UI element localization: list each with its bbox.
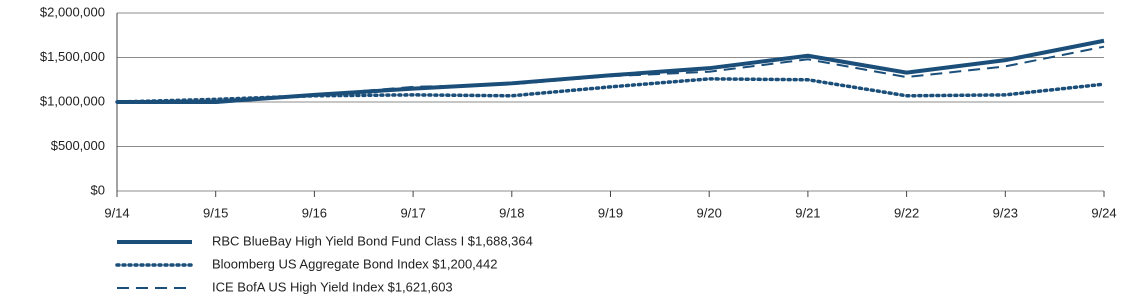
x-tick-label: 9/15 [203, 205, 228, 220]
x-tick-label: 9/24 [1091, 205, 1116, 220]
x-tick-label: 9/18 [499, 205, 524, 220]
y-tick-label: $500,000 [51, 138, 105, 153]
x-tick-label: 9/22 [894, 205, 919, 220]
x-tick-label: 9/23 [993, 205, 1018, 220]
series-line [115, 77, 1106, 104]
y-tick-label: $1,500,000 [40, 49, 105, 64]
x-tick-label: 9/17 [400, 205, 425, 220]
y-tick-label: $0 [91, 182, 105, 197]
legend-label: RBC BlueBay High Yield Bond Fund Class I… [212, 233, 533, 248]
x-tick-label: 9/16 [302, 205, 327, 220]
y-tick-label: $2,000,000 [40, 4, 105, 19]
y-tick-label: $1,000,000 [40, 93, 105, 108]
x-tick-label: 9/19 [598, 205, 623, 220]
legend-label: ICE BofA US High Yield Index $1,621,603 [212, 279, 453, 294]
x-tick-label: 9/20 [697, 205, 722, 220]
x-tick-label: 9/21 [795, 205, 820, 220]
x-tick-label: 9/14 [104, 205, 129, 220]
legend-label: Bloomberg US Aggregate Bond Index $1,200… [212, 256, 498, 271]
series-line [116, 45, 1105, 104]
